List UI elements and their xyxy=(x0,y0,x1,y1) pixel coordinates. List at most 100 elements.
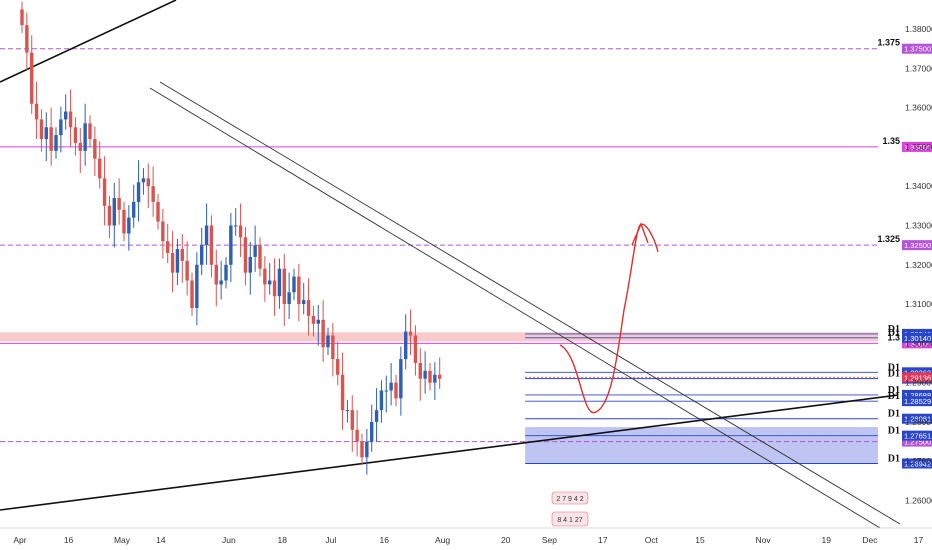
candle-body-42 xyxy=(224,264,228,281)
candle-body-58 xyxy=(302,300,306,305)
candle-body-79 xyxy=(404,331,408,360)
level-tag-3: 1.30000 xyxy=(904,339,931,348)
candle-body-74 xyxy=(379,390,384,411)
candle-body-25 xyxy=(141,178,146,183)
price-tick-5: 1.31000 xyxy=(905,299,932,309)
d1-label-5: D1 xyxy=(888,391,900,402)
price-tick-8: 1.34000 xyxy=(905,181,932,191)
time-tick-11: 17 xyxy=(598,535,608,545)
d1-label-0: D1 xyxy=(888,324,900,335)
candle-body-6 xyxy=(49,127,53,151)
candle-body-4 xyxy=(39,119,44,140)
d1-tag-4: 1.28688 xyxy=(904,391,931,400)
d1-label-1: D1 xyxy=(888,328,900,339)
candle-body-11 xyxy=(73,127,78,143)
d1-label-2: D1 xyxy=(888,362,900,373)
d1-label-6: D1 xyxy=(888,409,900,420)
candle-body-15 xyxy=(93,139,97,159)
price-tick-2: 1.28000 xyxy=(905,417,932,427)
candle-body-63 xyxy=(326,335,330,348)
candle-body-51 xyxy=(268,280,272,285)
level-tag-bg-4 xyxy=(902,436,932,447)
candle-body-71 xyxy=(365,441,369,458)
price-tick-9: 1.35000 xyxy=(905,142,932,152)
trendline-channel-1 xyxy=(149,87,901,541)
candle-body-13 xyxy=(83,123,87,151)
time-tick-15: 19 xyxy=(822,535,832,545)
candle-body-14 xyxy=(88,123,92,140)
level-label-2: 1.325 xyxy=(877,234,900,244)
candle-body-68 xyxy=(350,410,354,430)
news-badge[interactable]: 2 7 9 4 2 8 4 1 27 xyxy=(551,491,589,527)
time-tick-14: Nov xyxy=(756,535,772,545)
time-tick-17: 17 xyxy=(914,535,924,545)
trendline-support xyxy=(0,394,899,511)
price-tick-0: 1.26000 xyxy=(905,496,932,506)
candle-body-41 xyxy=(219,280,223,285)
candle-body-62 xyxy=(321,319,325,348)
d1-tag-bg-4 xyxy=(902,389,932,400)
time-tick-6: Jul xyxy=(325,535,336,545)
d1-tag-1: 1.30140 xyxy=(904,334,931,343)
projection-arrowhead xyxy=(631,222,649,246)
time-tick-12: Oct xyxy=(645,535,659,545)
d1-tag-bg-6 xyxy=(902,413,932,424)
zones-layer xyxy=(0,332,878,464)
candle-body-56 xyxy=(292,276,296,293)
zone-1 xyxy=(525,427,878,464)
d1-label-4: D1 xyxy=(888,385,900,396)
candle-body-29 xyxy=(161,221,165,242)
badge-bottom-bg xyxy=(551,511,589,527)
candle-body-84 xyxy=(428,370,432,383)
candle-body-36 xyxy=(195,264,199,308)
candle-body-59 xyxy=(306,300,311,316)
candle-body-27 xyxy=(151,186,155,202)
candle-body-85 xyxy=(433,374,437,383)
candle-body-5 xyxy=(44,127,48,140)
candle-body-82 xyxy=(418,363,422,379)
time-tick-10: Sep xyxy=(542,535,557,545)
candle-body-69 xyxy=(355,429,359,442)
time-tick-4: Jun xyxy=(222,535,236,545)
time-tick-9: 20 xyxy=(501,535,511,545)
zone-0 xyxy=(0,332,878,342)
candle-body-23 xyxy=(132,201,136,218)
trendline-channel-2 xyxy=(159,81,901,525)
d1-tag-7: 1.27651 xyxy=(904,432,931,441)
candle-body-75 xyxy=(384,390,388,392)
d1-tag-bg-1 xyxy=(902,332,932,343)
candle-body-12 xyxy=(78,143,82,151)
d1-tag-bg-5 xyxy=(902,396,932,407)
candle-body-7 xyxy=(54,135,58,151)
candles-layer xyxy=(20,1,442,475)
candle-body-77 xyxy=(394,382,398,399)
badge-line2: 8 4 1 27 xyxy=(557,517,582,524)
candle-body-55 xyxy=(287,292,291,305)
time-tick-8: Aug xyxy=(435,535,450,545)
level-tag-bg-1 xyxy=(902,141,932,152)
level-tag-bg-2 xyxy=(902,240,932,251)
time-tick-16: Dec xyxy=(862,535,878,545)
trendline-upper-left xyxy=(0,0,177,83)
candle-body-8 xyxy=(59,119,63,136)
candle-body-31 xyxy=(170,253,175,273)
candle-body-67 xyxy=(345,410,350,412)
candle-body-80 xyxy=(408,331,413,336)
d1-label-8: D1 xyxy=(888,453,900,464)
candle-body-37 xyxy=(200,245,204,265)
time-tick-5: 18 xyxy=(278,535,288,545)
level-tag-4: 1.27500 xyxy=(904,438,931,447)
candle-body-24 xyxy=(136,182,141,202)
level-label-1: 1.35 xyxy=(882,136,900,146)
level-tag-bg-3 xyxy=(902,338,932,349)
d1-tag-6: 1.28081 xyxy=(904,415,931,424)
candle-body-52 xyxy=(272,280,277,297)
candle-body-73 xyxy=(374,410,379,422)
level-label-3: 1.3 xyxy=(887,332,900,342)
price-tick-12: 1.38000 xyxy=(905,24,932,34)
d1-tag-8: 1.26942 xyxy=(904,459,931,468)
candle-body-35 xyxy=(190,280,194,308)
candle-body-66 xyxy=(340,374,345,411)
price-tick-6: 1.32000 xyxy=(905,260,932,270)
